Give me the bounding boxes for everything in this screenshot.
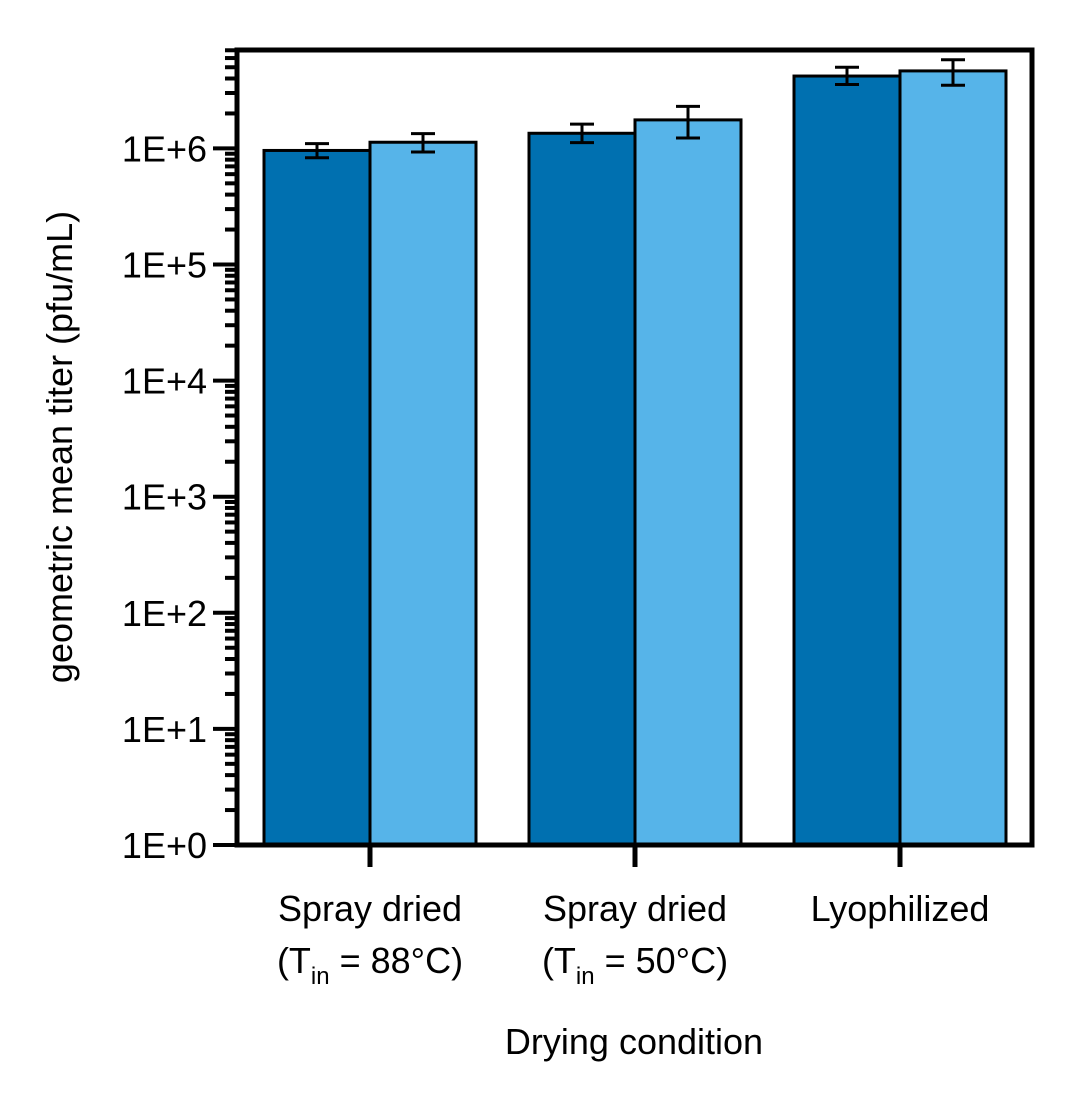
y-tick-label: 1E+1 [122,709,207,750]
x-tick-label-line2: (Tin = 50°C) [542,940,728,990]
x-tick-label-subscript: in [576,963,595,990]
x-tick-label-line1: Lyophilized [811,888,990,929]
x-axis-title: Drying condition [505,1021,763,1062]
x-tick-label-suffix: = 88°C) [330,940,463,981]
errorbars-layer [305,58,965,160]
x-axis: Spray dried(Tin = 88°C)Spray dried(Tin =… [277,845,989,990]
x-tick-label-line1: Spray dried [278,888,462,929]
x-tick-label-prefix: (T [542,940,576,981]
y-tick-label: 1E+3 [122,477,207,518]
y-tick-label: 1E+4 [122,361,207,402]
y-tick-label: 1E+0 [122,825,207,866]
y-tick-label: 1E+6 [122,128,207,169]
bar-series1-cat2 [527,131,637,847]
x-tick-label-line1: Spray dried [543,888,727,929]
bars-layer [262,69,1008,847]
x-tick-label-suffix: = 50°C) [595,940,728,981]
bar-series1-cat3 [792,74,902,847]
y-tick-label: 1E+2 [122,593,207,634]
x-tick-label-subscript: in [311,963,330,990]
bar-series2-cat3 [898,69,1008,847]
y-tick-label: 1E+5 [122,245,207,286]
bar-series1-cat1 [262,148,372,847]
bar-series2-cat2 [633,118,743,847]
x-tick-label-line2: (Tin = 88°C) [277,940,463,990]
y-axis-title: geometric mean titer (pfu/mL) [39,211,80,683]
y-axis: 1E+0 1E+1 1E+2 1E+3 1E+4 1E+5 1E+6 [122,48,237,866]
bar-series2-cat1 [368,140,478,847]
x-tick-label-prefix: (T [277,940,311,981]
